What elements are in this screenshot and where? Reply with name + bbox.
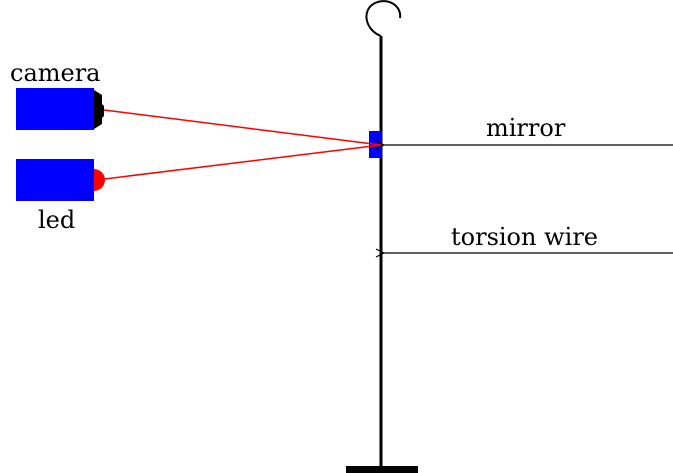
led-label: led [38,206,76,234]
camera-lens-shape [94,90,102,129]
led-body [16,159,94,201]
mirror-label: mirror [486,114,566,142]
suspension-hook [365,0,402,37]
camera-beam [95,108,382,146]
torsion-wire-label: torsion wire [451,223,598,251]
led-beam [95,144,382,181]
camera-body [16,88,94,130]
stand-base [346,466,418,473]
led-bulb [94,169,105,191]
camera-label: camera [10,59,101,87]
